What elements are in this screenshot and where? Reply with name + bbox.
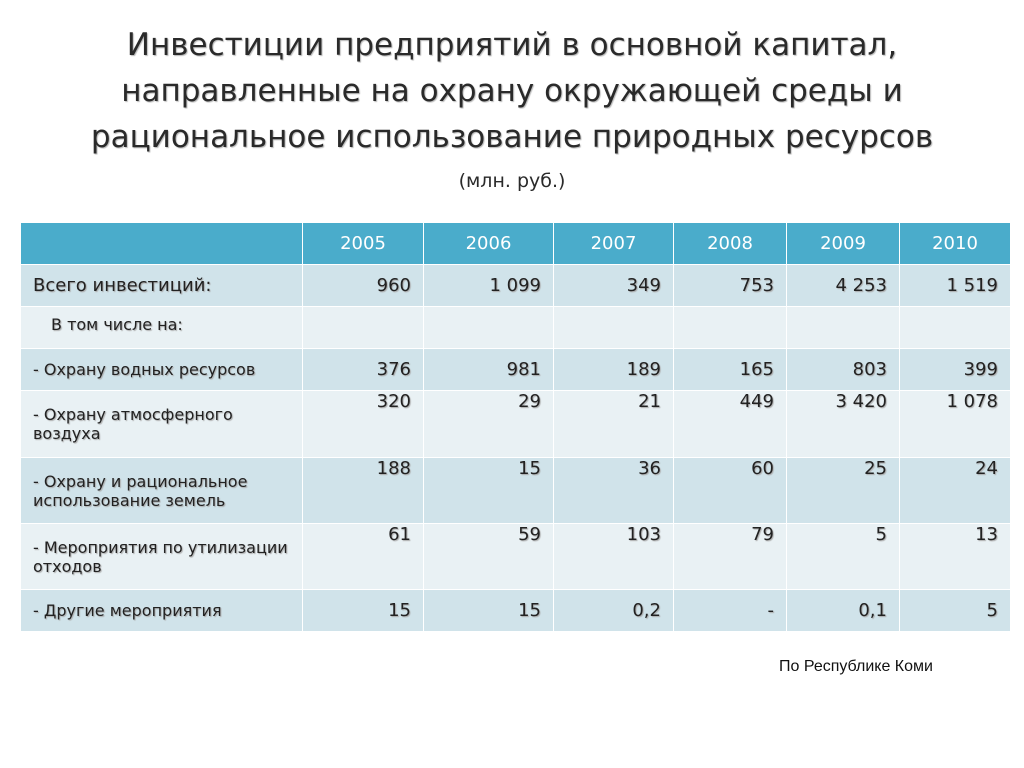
cell-value: 320 <box>302 390 424 458</box>
header-year: 2009 <box>786 222 900 265</box>
cell-value <box>673 306 787 349</box>
table-row: В том числе на: <box>20 306 1011 349</box>
cell-value: 60 <box>673 457 787 524</box>
source-note: По Республике Коми <box>779 658 933 675</box>
cell-value: 13 <box>899 523 1011 590</box>
row-label: Всего инвестиций: <box>20 264 303 307</box>
cell-value: 61 <box>302 523 424 590</box>
cell-value <box>786 306 900 349</box>
cell-value: 5 <box>786 523 900 590</box>
table-header-row: 2005 2006 2007 2008 2009 2010 <box>20 222 1011 265</box>
row-label: - Охрану водных ресурсов <box>20 348 303 391</box>
cell-value: 188 <box>302 457 424 524</box>
header-empty-cell <box>20 222 303 265</box>
table-row: - Охрану атмосферного воздуха 320 29 21 … <box>20 390 1011 458</box>
cell-value: 29 <box>423 390 554 458</box>
cell-value: 15 <box>423 589 554 632</box>
units-subtitle: (млн. руб.) <box>458 170 566 192</box>
cell-value: 15 <box>423 457 554 524</box>
row-label: - Другие мероприятия <box>20 589 303 632</box>
cell-value: 0,2 <box>553 589 674 632</box>
cell-value: 189 <box>553 348 674 391</box>
cell-value: 15 <box>302 589 424 632</box>
row-label: - Охрану атмосферного воздуха <box>20 390 303 458</box>
cell-value: 24 <box>899 457 1011 524</box>
cell-value: - <box>673 589 787 632</box>
cell-value: 349 <box>553 264 674 307</box>
title-line-2: направленные на охрану окружающей среды … <box>121 73 903 109</box>
table-row: - Мероприятия по утилизации отходов 61 5… <box>20 523 1011 590</box>
cell-value: 1 078 <box>899 390 1011 458</box>
cell-value: 981 <box>423 348 554 391</box>
table-row: - Охрану и рациональное использование зе… <box>20 457 1011 524</box>
row-label: - Мероприятия по утилизации отходов <box>20 523 303 590</box>
cell-value: 1 099 <box>423 264 554 307</box>
cell-value: 165 <box>673 348 787 391</box>
cell-value <box>899 306 1011 349</box>
title-line-3: рациональное использование природных рес… <box>90 119 934 155</box>
cell-value: 960 <box>302 264 424 307</box>
page-title: Инвестиции предприятий в основной капита… <box>40 22 984 160</box>
cell-value: 449 <box>673 390 787 458</box>
cell-value: 753 <box>673 264 787 307</box>
title-line-1: Инвестиции предприятий в основной капита… <box>126 27 898 63</box>
cell-value <box>553 306 674 349</box>
cell-value: 803 <box>786 348 900 391</box>
table-row: - Другие мероприятия 15 15 0,2 - 0,1 5 <box>20 589 1011 632</box>
cell-value: 3 420 <box>786 390 900 458</box>
cell-value <box>302 306 424 349</box>
header-year: 2005 <box>302 222 424 265</box>
cell-value: 21 <box>553 390 674 458</box>
investment-table: 2005 2006 2007 2008 2009 2010 Всего инве… <box>20 222 1011 632</box>
row-label: - Охрану и рациональное использование зе… <box>20 457 303 524</box>
cell-value: 103 <box>553 523 674 590</box>
header-year: 2008 <box>673 222 787 265</box>
cell-value: 79 <box>673 523 787 590</box>
cell-value: 399 <box>899 348 1011 391</box>
row-label: В том числе на: <box>20 306 303 349</box>
cell-value: 5 <box>899 589 1011 632</box>
cell-value: 36 <box>553 457 674 524</box>
cell-value: 59 <box>423 523 554 590</box>
header-year: 2010 <box>899 222 1011 265</box>
cell-value: 4 253 <box>786 264 900 307</box>
cell-value: 0,1 <box>786 589 900 632</box>
cell-value <box>423 306 554 349</box>
header-year: 2006 <box>423 222 554 265</box>
cell-value: 25 <box>786 457 900 524</box>
table-row: Всего инвестиций: 960 1 099 349 753 4 25… <box>20 264 1011 307</box>
cell-value: 376 <box>302 348 424 391</box>
table-row: - Охрану водных ресурсов 376 981 189 165… <box>20 348 1011 391</box>
cell-value: 1 519 <box>899 264 1011 307</box>
header-year: 2007 <box>553 222 674 265</box>
